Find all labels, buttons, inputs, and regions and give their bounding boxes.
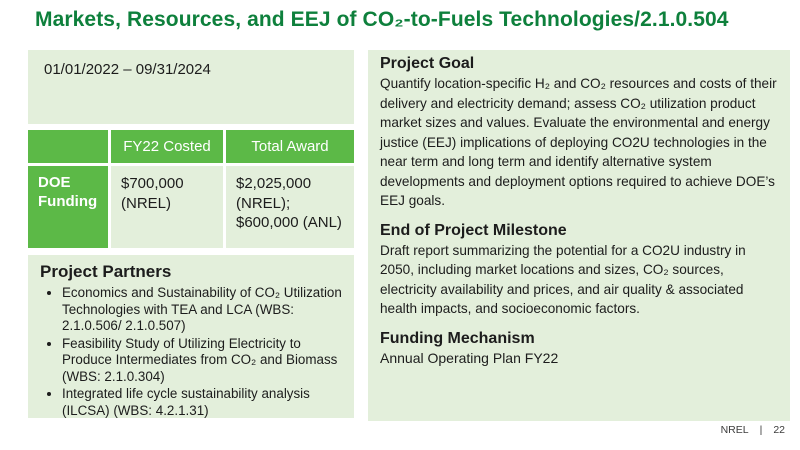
table-corner-cell — [28, 130, 108, 163]
project-period-box: 01/01/2022 – 09/31/2024 — [28, 50, 354, 124]
slide-footer: NREL | 22 — [721, 424, 785, 436]
table-header-total-award: Total Award — [226, 130, 354, 163]
funding-mechanism-heading: Funding Mechanism — [380, 329, 535, 347]
list-item: Integrated life cycle sustainability ana… — [62, 386, 344, 419]
project-goal-heading: Project Goal — [380, 55, 475, 72]
footer-page-number: 22 — [773, 424, 785, 436]
table-cell-total-award: $2,025,000 (NREL); $600,000 (ANL) — [226, 166, 354, 248]
table-header-fy22-costed: FY22 Costed — [111, 130, 223, 163]
project-details-panel: Project Goal Quantify location-specific … — [368, 50, 790, 421]
project-partners-list: Economics and Sustainability of CO₂ Util… — [40, 285, 344, 419]
footer-separator: | — [759, 424, 763, 436]
project-period-text: 01/01/2022 – 09/31/2024 — [44, 61, 211, 78]
slide-title: Markets, Resources, and EEJ of CO₂-to-Fu… — [35, 8, 729, 31]
funding-mechanism-text: Annual Operating Plan FY22 — [380, 349, 559, 366]
project-partners-section: Project Partners Economics and Sustainab… — [28, 255, 354, 418]
table-row-header-doe-funding: DOE Funding — [28, 166, 108, 248]
list-item: Economics and Sustainability of CO₂ Util… — [62, 285, 344, 335]
list-item: Feasibility Study of Utilizing Electrici… — [62, 336, 344, 386]
footer-brand: NREL — [720, 424, 749, 436]
project-goal-text: Quantify location-specific H₂ and CO₂ re… — [380, 76, 777, 208]
end-of-project-milestone-text: Draft report summarizing the potential f… — [380, 242, 746, 317]
project-partners-heading: Project Partners — [40, 262, 172, 281]
end-of-project-milestone-heading: End of Project Milestone — [380, 221, 567, 239]
funding-table: FY22 Costed Total Award DOE Funding $700… — [28, 130, 354, 248]
table-cell-fy22-costed: $700,000 (NREL) — [111, 166, 223, 248]
